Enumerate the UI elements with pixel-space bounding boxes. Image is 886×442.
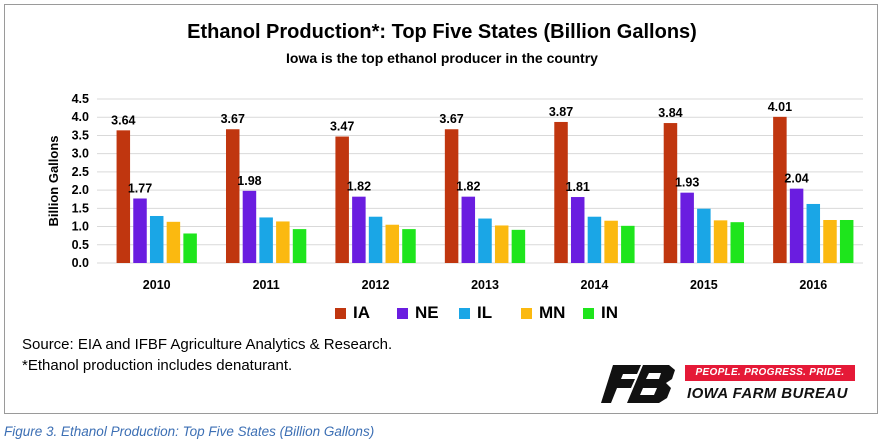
logo-slogan: PEOPLE. PROGRESS. PRIDE. (685, 365, 855, 381)
bar-il-2012 (368, 216, 383, 263)
data-label-ne-2014: 1.81 (566, 180, 590, 194)
chart-legend: IA NE IL MN IN (5, 302, 879, 324)
bar-in-2015 (730, 222, 745, 263)
legend-item-ia: IA (335, 302, 370, 324)
bar-ne-2015 (680, 192, 694, 263)
y-tick-label: 1.0 (72, 220, 89, 234)
fb-logo-mark-icon (601, 365, 675, 403)
legend-swatch (397, 307, 408, 319)
data-label-ne-2015: 1.93 (675, 176, 699, 190)
data-label-ia-2014: 3.87 (549, 105, 573, 119)
data-label-ne-2012: 1.82 (347, 180, 371, 194)
legend-item-mn: MN (521, 302, 565, 324)
y-tick-label: 0.0 (72, 256, 89, 270)
bar-il-2011 (259, 217, 273, 263)
x-tick-label: 2014 (581, 278, 609, 292)
data-label-ia-2010: 3.64 (111, 113, 135, 127)
legend-item-ne: NE (397, 302, 439, 324)
y-tick-label: 3.0 (72, 147, 89, 161)
x-tick-label: 2010 (143, 278, 171, 292)
y-tick-label: 4.5 (72, 92, 89, 106)
legend-item-il: IL (459, 302, 492, 324)
bar-ne-2012 (352, 196, 366, 263)
bar-ne-2014 (570, 197, 585, 263)
bar-in-2010 (183, 233, 197, 263)
legend-swatch (459, 307, 470, 319)
bar-il-2013 (478, 218, 492, 263)
bar-ne-2011 (242, 190, 257, 263)
legend-label: NE (415, 303, 439, 322)
bar-in-2014 (621, 225, 635, 263)
data-label-ia-2011: 3.67 (221, 112, 245, 126)
bar-ne-2013 (461, 196, 476, 263)
legend-label: IA (353, 303, 370, 322)
bar-ia-2012 (335, 136, 349, 263)
data-label-ia-2013: 3.67 (439, 112, 463, 126)
chart-subtitle: Iowa is the top ethanol producer in the … (286, 50, 598, 66)
data-label-ia-2012: 3.47 (330, 120, 354, 134)
x-tick-label: 2015 (690, 278, 718, 292)
legend-label: MN (539, 303, 566, 322)
iowa-farm-bureau-logo: PEOPLE. PROGRESS. PRIDE. IOWA FARM BUREA… (601, 361, 859, 407)
bar-il-2014 (587, 216, 602, 263)
bar-in-2016 (839, 219, 854, 263)
data-label-ne-2010: 1.77 (128, 181, 152, 195)
bar-ne-2010 (133, 198, 147, 263)
chart-title: Ethanol Production*: Top Five States (Bi… (187, 21, 697, 43)
y-tick-label: 3.5 (72, 128, 89, 142)
bar-ia-2010 (116, 130, 131, 263)
data-label-ne-2016: 2.04 (784, 172, 808, 186)
bar-il-2015 (697, 208, 711, 263)
legend-swatch (521, 307, 532, 319)
bar-in-2013 (511, 229, 526, 263)
data-label-ia-2015: 3.84 (658, 106, 682, 120)
bar-ia-2011 (225, 129, 240, 263)
bar-chart: 0.0 0.5 1.0 1.5 2.0 2.5 3.0 3.5 4.0 4.5 Billion Ga… (46, 92, 863, 292)
y-tick-label: 2.5 (72, 165, 89, 179)
bar-mn-2016 (823, 219, 837, 263)
x-tick-label: 2016 (799, 278, 827, 292)
bar-mn-2010 (166, 221, 181, 263)
legend-label: IL (477, 303, 493, 322)
legend-label: IN (601, 303, 618, 322)
legend-swatch (335, 307, 346, 319)
bar-ne-2016 (789, 188, 804, 263)
y-tick-label: 0.5 (72, 238, 89, 252)
bar-in-2012 (402, 229, 416, 263)
bar-mn-2015 (713, 220, 728, 263)
bar-mn-2014 (604, 220, 618, 263)
data-label-ne-2013: 1.82 (456, 180, 480, 194)
bar-ia-2015 (663, 123, 678, 263)
bar-mn-2012 (385, 224, 400, 263)
x-tick-label: 2012 (362, 278, 390, 292)
data-label-ia-2016: 4.01 (768, 100, 792, 114)
bar-mn-2011 (276, 221, 290, 263)
bar-ia-2013 (444, 129, 459, 263)
data-label-ne-2011: 1.98 (237, 174, 261, 188)
y-axis-label: Billion Gallons (46, 135, 61, 226)
bar-il-2016 (806, 203, 821, 263)
y-tick-label: 2.0 (72, 183, 89, 197)
figure-frame: Ethanol Production*: Top Five States (Bi… (4, 4, 878, 414)
bar-ia-2014 (554, 121, 568, 264)
bar-in-2011 (292, 229, 307, 263)
x-tick-label: 2013 (471, 278, 499, 292)
legend-item-in: IN (583, 302, 618, 324)
footnote-line: *Ethanol production includes denaturant. (22, 357, 293, 374)
y-tick-label: 4.0 (72, 110, 89, 124)
bar-il-2010 (149, 215, 164, 263)
source-line: Source: EIA and IFBF Agriculture Analyti… (22, 336, 393, 353)
source-note: Source: EIA and IFBF Agriculture Analyti… (22, 334, 392, 376)
figure-caption: Figure 3. Ethanol Production: Top Five S… (4, 424, 375, 439)
legend-swatch (583, 307, 594, 319)
y-tick-label: 1.5 (72, 201, 89, 215)
bar-ia-2016 (773, 116, 787, 263)
x-tick-label: 2011 (253, 278, 280, 292)
logo-brand-name: IOWA FARM BUREAU (687, 385, 848, 402)
bar-mn-2013 (494, 225, 509, 263)
